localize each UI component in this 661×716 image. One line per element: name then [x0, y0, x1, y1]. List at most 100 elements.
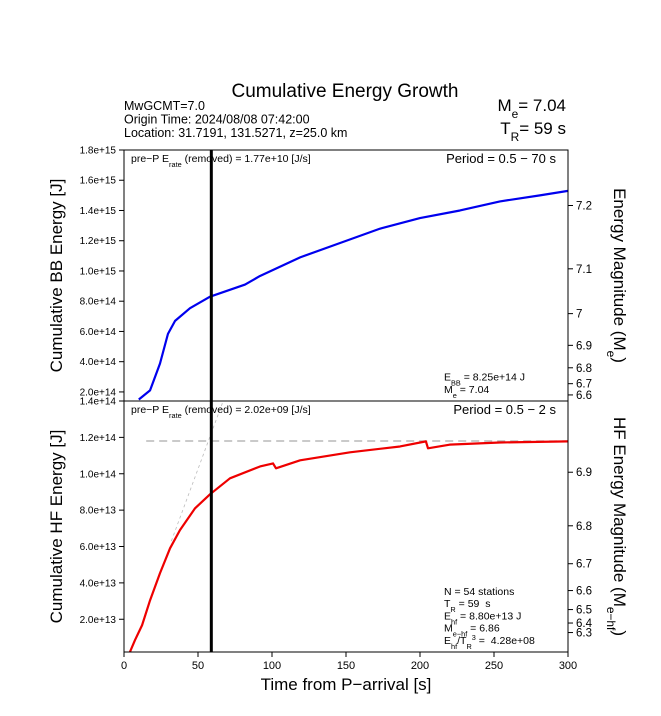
y2-tick-label: 6.5 [576, 605, 592, 617]
stat-line: Ehf = 8.80e+13 J [444, 610, 521, 626]
text-part: = 59 s [519, 119, 566, 138]
x-tick-label: 150 [337, 660, 355, 672]
stat-line: Me−hf = 6.86 [444, 623, 500, 639]
x-tick-label: 50 [192, 660, 204, 672]
y-tick-label: 1.4e+14 [80, 397, 117, 408]
subscript: hf [451, 617, 458, 626]
text-part: (removed) = 2.02e+09 [J/s] [182, 404, 311, 416]
info-line: Origin Time: 2024/08/08 07:42:00 [124, 113, 310, 127]
text-part: ) [610, 357, 629, 363]
series-line [138, 189, 568, 401]
x-tick-label: 200 [411, 660, 429, 672]
chart-title: Cumulative Energy Growth [231, 81, 458, 102]
text-part: ) [610, 630, 629, 636]
stat-line: Ehf/TR3 = 4.28e+08 [444, 633, 535, 651]
note: pre−P Erate (removed) = 2.02e+09 [J/s] [131, 404, 311, 420]
text-part: = 6.86 [467, 623, 500, 635]
y-axis-label: Cumulative BB Energy [J] [47, 179, 66, 373]
y2-tick-label: 7.2 [576, 201, 592, 213]
text-part: E [444, 635, 451, 647]
x-tick-label: 250 [485, 660, 503, 672]
y2-tick-label: 6.6 [576, 390, 592, 402]
subscript: rate [169, 411, 182, 420]
y-tick-label: 8.0e+14 [80, 297, 117, 308]
y-tick-label: 4.0e+13 [80, 578, 117, 589]
y-tick-label: 1.2e+15 [80, 236, 117, 247]
y-tick-label: 1.6e+15 [80, 176, 117, 187]
stat-line: EBB = 8.25e+14 J [444, 372, 525, 388]
stat-line: TR = 59 s [444, 598, 490, 614]
y2-tick-label: 6.6 [576, 586, 592, 598]
y2-tick-label: 7 [576, 309, 582, 321]
text-part: = 8.80e+13 J [457, 610, 521, 622]
text-part: = 8.25e+14 J [461, 372, 525, 384]
y-tick-label: 6.0e+13 [80, 542, 117, 553]
y2-tick-label: 6.9 [576, 467, 592, 479]
guide-line [170, 401, 224, 542]
text-part: E [444, 610, 451, 622]
stat-line: N = 54 stations [444, 586, 514, 598]
text-part: = 7.04 [518, 96, 566, 115]
text-part: /T [457, 635, 467, 647]
x-tick-label: 0 [121, 660, 127, 672]
text-part: HF Energy Magnitude (M [610, 417, 629, 607]
y2-tick-label: 6.7 [576, 379, 592, 391]
y2-tick-label: 6.8 [576, 521, 592, 533]
y-tick-label: 1.4e+15 [80, 206, 117, 217]
x-tick-label: 100 [263, 660, 281, 672]
y2-tick-label: 6.3 [576, 628, 592, 640]
text-part: = 4.28e+08 [476, 635, 535, 647]
subscript: e [453, 391, 457, 400]
x-tick-label: 300 [559, 660, 577, 672]
subscript: R [511, 130, 520, 144]
text-part: pre−P E [131, 404, 169, 416]
y2-tick-label: 6.7 [576, 559, 592, 571]
series-line [128, 440, 568, 652]
subscript: e−hf [453, 629, 468, 638]
y2-tick-label: 7.1 [576, 264, 592, 276]
y2-axis-label: Energy Magnitude (Me) [604, 188, 629, 363]
period-label: Period = 0.5 − 2 s [453, 402, 556, 417]
y2-tick-label: 6.9 [576, 340, 592, 352]
y2-axis-label: HF Energy Magnitude (Me−hf) [604, 417, 629, 636]
text-part: T [444, 598, 451, 610]
subscript: e [512, 107, 519, 121]
stat-line: Me = 7.04 [444, 384, 489, 400]
subscript: e [604, 351, 618, 358]
superscript: 3 [472, 633, 476, 642]
y-tick-label: 1.0e+15 [80, 266, 117, 277]
subscript: hf [451, 642, 458, 651]
text-part: (removed) = 1.77e+10 [J/s] [182, 153, 311, 165]
text-part: M [444, 384, 453, 396]
info-line: Location: 31.7191, 131.5271, z=25.0 km [124, 126, 347, 140]
note: pre−P Erate (removed) = 1.77e+10 [J/s] [131, 153, 311, 169]
subscript: R [450, 605, 455, 614]
info-line: MwGCMT=7.0 [124, 99, 205, 113]
text-part: pre−P E [131, 153, 169, 165]
text-part: N = 54 stations [444, 586, 514, 598]
subscript: BB [451, 378, 461, 387]
y-tick-label: 2.0e+14 [80, 387, 117, 398]
text-part: E [444, 372, 451, 384]
y-tick-label: 1.2e+14 [80, 433, 117, 444]
y-tick-label: 8.0e+13 [80, 506, 117, 517]
text-part: = 7.04 [457, 384, 490, 396]
subscript: R [466, 642, 471, 651]
text-part: M [497, 96, 511, 115]
y-tick-label: 2.0e+13 [80, 615, 117, 626]
x-axis-label: Time from P−arrival [s] [261, 675, 432, 694]
text-part: Energy Magnitude (M [610, 188, 629, 351]
y-tick-label: 1.0e+14 [80, 469, 117, 480]
subscript: e−hf [604, 607, 618, 631]
text-part: T [500, 119, 510, 138]
plot-frame [123, 400, 569, 653]
y-tick-label: 4.0e+14 [80, 357, 117, 368]
y2-tick-label: 6.8 [576, 363, 592, 375]
subscript: rate [169, 160, 182, 169]
y-tick-label: 6.0e+14 [80, 327, 117, 338]
summary-line: TR= 59 s [500, 119, 566, 144]
summary-line: Me= 7.04 [497, 96, 566, 121]
text-part: M [444, 623, 453, 635]
y-tick-label: 1.8e+15 [80, 146, 117, 157]
